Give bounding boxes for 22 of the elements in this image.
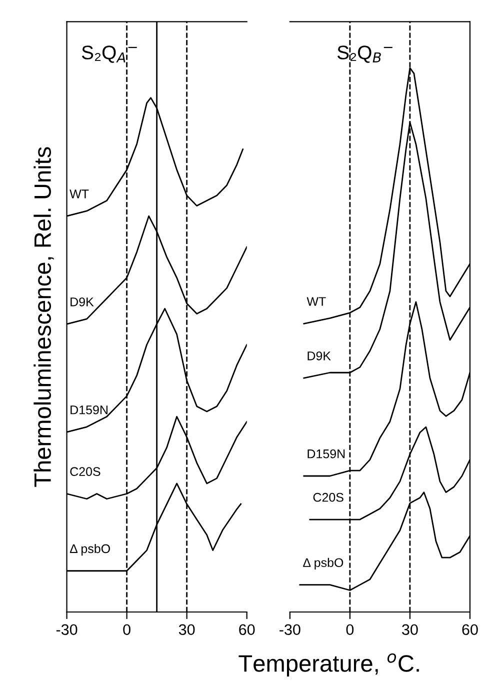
series-label: D159N bbox=[70, 405, 108, 414]
series-label: Δ psbO bbox=[303, 558, 344, 570]
chart-title: S₂Q$_{B}$$^{−}$ bbox=[337, 46, 392, 63]
series-label: WT bbox=[70, 190, 89, 198]
series-label: D9K bbox=[308, 351, 331, 360]
series-label: WT bbox=[306, 297, 326, 306]
x-tick-label: 30 bbox=[178, 624, 195, 636]
x-tick-label: 60 bbox=[462, 624, 478, 636]
x-axis-title: Temperature, $^{o}$C. bbox=[238, 653, 419, 677]
y-axis-title: Thermoluminescence, Rel. Units bbox=[34, 147, 54, 487]
series-label: D9K bbox=[70, 297, 94, 306]
chart-title: S₂Q$_{A}$$^{−}$ bbox=[82, 46, 137, 63]
x-tick-label: 60 bbox=[239, 624, 255, 636]
series-label: C20S bbox=[70, 467, 100, 476]
series-label: D159N bbox=[308, 449, 345, 458]
x-tick-label: 0 bbox=[123, 624, 130, 636]
x-tick-label: 0 bbox=[346, 624, 354, 636]
series-label: C20S bbox=[313, 492, 344, 502]
x-tick-label: -30 bbox=[280, 624, 300, 636]
series-label: Δ psbO bbox=[70, 544, 110, 556]
x-tick-label: -30 bbox=[56, 624, 78, 636]
x-tick-label: 30 bbox=[402, 624, 418, 636]
